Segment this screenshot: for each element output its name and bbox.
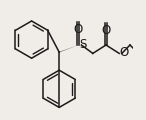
Text: O: O — [120, 46, 129, 59]
Polygon shape — [59, 45, 78, 52]
Text: O: O — [101, 24, 111, 37]
Text: O: O — [74, 23, 83, 36]
Text: S: S — [79, 39, 86, 51]
